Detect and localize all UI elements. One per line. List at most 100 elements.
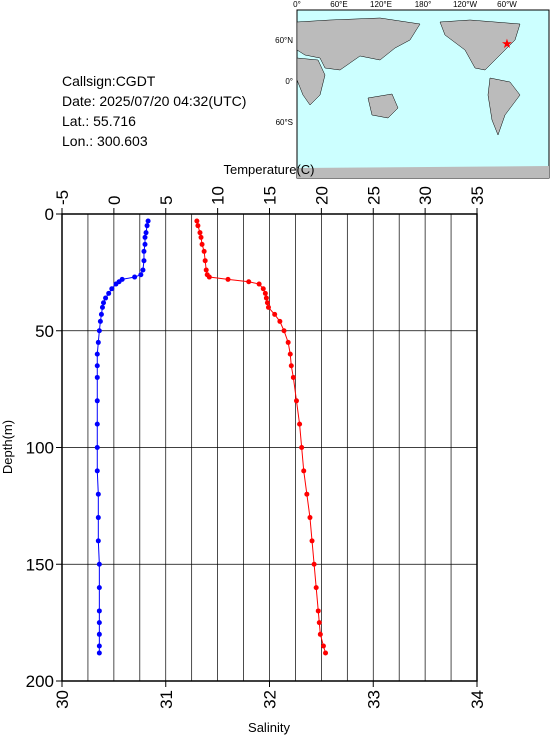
profile-point	[103, 295, 109, 301]
map-lon-label: 0°	[293, 0, 301, 9]
profile-point	[194, 218, 200, 224]
profile-point	[195, 223, 201, 229]
lon: Lon.: 300.603	[62, 133, 148, 149]
antarctica	[297, 166, 549, 178]
profile-point	[264, 300, 270, 306]
profile-point	[262, 290, 268, 296]
x2-tick-label: 35	[468, 186, 487, 205]
profile-point	[290, 374, 296, 380]
profile-point	[198, 234, 204, 240]
x-tick-label: 31	[157, 690, 176, 709]
y-tick-label: 50	[35, 322, 54, 341]
x-tick-label: 33	[364, 690, 383, 709]
profile-point	[145, 218, 151, 224]
map-lat-label: 60°N	[275, 36, 293, 45]
x-tick-label: 34	[468, 690, 487, 709]
profile-point	[94, 363, 100, 369]
station-star: ★	[501, 36, 513, 51]
x2-tick-label: 20	[312, 186, 331, 205]
profile-point	[113, 281, 119, 287]
africa	[296, 57, 326, 106]
profile-point	[143, 230, 149, 236]
profile-point	[199, 241, 205, 247]
profile-point	[96, 620, 102, 626]
profile-point	[138, 272, 144, 278]
profile-point	[272, 311, 278, 317]
map-lon-label: 180°	[415, 0, 432, 9]
profile-point	[287, 351, 293, 357]
profile-point	[320, 643, 326, 649]
eurasia	[296, 17, 421, 71]
profile-point	[96, 608, 102, 614]
profile-point	[246, 279, 252, 285]
x2-tick-label: 15	[261, 186, 280, 205]
x-label: Salinity	[248, 720, 290, 735]
profile-point	[141, 248, 147, 254]
profile-point	[297, 421, 303, 427]
profile-point	[288, 363, 294, 369]
profile-point	[96, 328, 102, 334]
profile-point	[202, 258, 208, 264]
australia	[367, 93, 399, 119]
profile-point	[225, 276, 231, 282]
x-tick-label: 32	[261, 690, 280, 709]
map-lon-label: 60°E	[330, 0, 347, 9]
profile-point	[307, 515, 313, 521]
y-tick-label: 200	[26, 672, 54, 691]
y-tick-label: 150	[26, 555, 54, 574]
profile-point	[109, 286, 115, 292]
profile-point	[304, 491, 310, 497]
profile-point	[94, 468, 100, 474]
north-america	[439, 19, 521, 71]
profile-point	[96, 561, 102, 567]
profile-point	[132, 274, 138, 280]
callsign: Callsign:CGDT	[62, 73, 156, 89]
profile-point	[281, 328, 287, 334]
profile-point	[206, 274, 212, 280]
x2-tick-label: 25	[364, 186, 383, 205]
map-lat-label: 60°S	[276, 118, 293, 127]
map-lon-label: 60°W	[497, 0, 517, 9]
profile-point	[256, 281, 262, 287]
profile-point	[94, 351, 100, 357]
profile-point	[97, 318, 103, 324]
profile-point	[94, 398, 100, 404]
x-tick-label: 30	[53, 690, 72, 709]
profile-point	[95, 339, 101, 345]
profile-point	[309, 538, 315, 544]
profile-point	[313, 585, 319, 591]
profile-line	[196, 220, 327, 654]
profile-point	[101, 300, 106, 306]
profile-point	[95, 515, 101, 521]
profile-point	[140, 267, 146, 273]
profile-point	[317, 631, 323, 637]
profile-point	[293, 398, 299, 404]
profile-point	[260, 286, 266, 292]
x2-tick-label: 0	[105, 196, 124, 205]
profile-point	[144, 223, 150, 229]
profile-point	[263, 295, 269, 301]
profile-point	[201, 248, 207, 254]
profile-point	[96, 631, 102, 637]
date: Date: 2025/07/20 04:32(UTC)	[62, 93, 246, 109]
profile-point	[94, 421, 100, 427]
profile-point	[323, 650, 329, 656]
south-america	[487, 77, 521, 136]
profile-point	[299, 445, 305, 450]
profile-point	[96, 585, 102, 591]
profile-point	[203, 267, 209, 273]
profile-point	[95, 538, 101, 544]
profile-line	[96, 220, 149, 653]
profile-point	[285, 339, 291, 345]
x2-tick-label: -5	[53, 190, 72, 205]
y-tick-label: 0	[45, 205, 54, 224]
profile-point	[106, 290, 112, 296]
profile-point	[96, 643, 102, 649]
map-lon-label: 120°W	[453, 0, 478, 9]
info: Callsign:CGDT Date: 2025/07/20 04:32(UTC…	[62, 73, 246, 149]
profile-point	[141, 258, 147, 264]
map-lat-label: 0°	[285, 77, 293, 86]
map-lon-label: 120°E	[370, 0, 392, 9]
profile-point	[99, 304, 105, 310]
